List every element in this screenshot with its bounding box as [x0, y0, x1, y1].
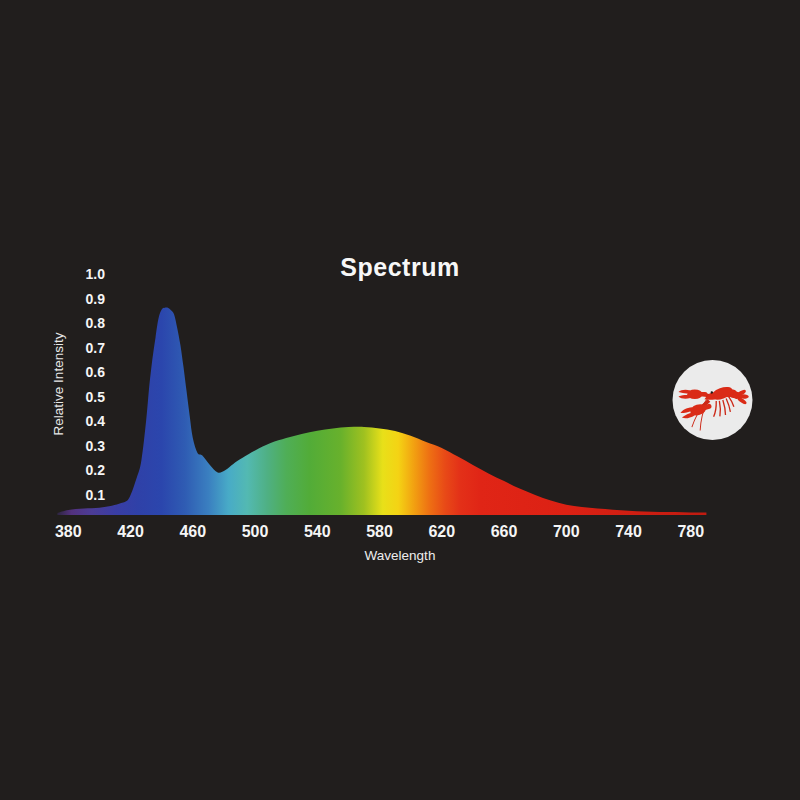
spectrum-curve	[57, 308, 706, 515]
spectrum-area-plot	[0, 0, 800, 800]
spectrum-chart: Spectrum Relative Intensity Wavelength 0…	[0, 0, 800, 800]
lobster-badge	[672, 360, 754, 440]
